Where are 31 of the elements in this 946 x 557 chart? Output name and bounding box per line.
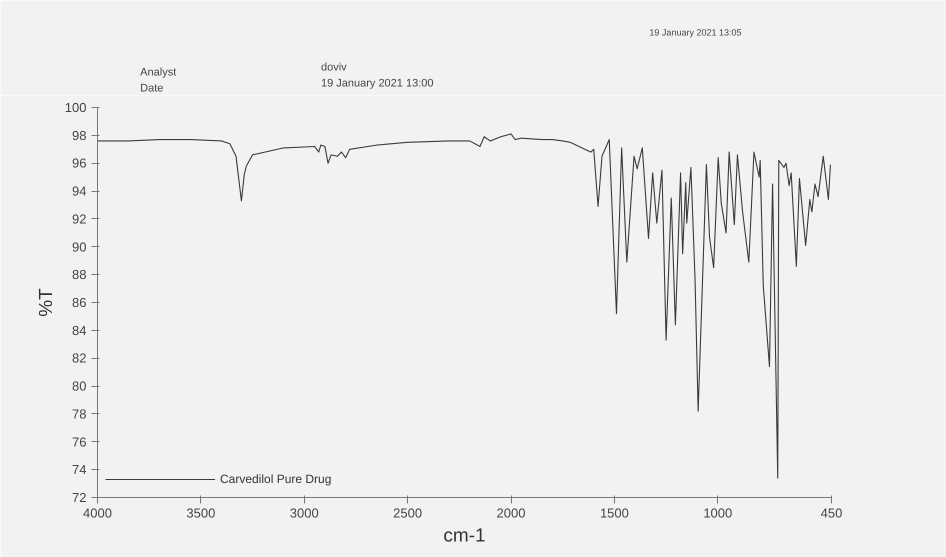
x-tick-label: 450 (820, 506, 842, 520)
x-tick-label: 4000 (83, 506, 112, 520)
text: Analyst (140, 66, 176, 78)
y-tick-label: 76 (72, 434, 87, 450)
text: 19 January 2021 13:05 (649, 28, 742, 38)
x-tick-label: 3500 (186, 506, 216, 520)
x-tick-label: 2000 (496, 506, 526, 520)
y-tick-label: 80 (72, 378, 87, 394)
y-tick-label: 100 (64, 100, 87, 115)
x-tick-label: 3000 (290, 506, 319, 520)
y-tick-label: 96 (72, 156, 87, 171)
y-tick-label: 86 (72, 295, 87, 310)
y-tick-label: 88 (72, 267, 87, 282)
y-tick-label: 94 (72, 184, 87, 199)
y-tick-label: 92 (72, 211, 87, 226)
y-tick-label: 72 (72, 490, 87, 505)
y-axis-title: %T (36, 288, 57, 317)
y-tick-label: 84 (72, 322, 87, 338)
y-tick-label: 82 (72, 350, 87, 366)
text: doviv (320, 62, 348, 74)
text: Date (140, 82, 164, 94)
y-tick-label: 98 (72, 128, 87, 143)
x-axis-title: cm-1 (443, 526, 486, 546)
y-tick-label: 74 (72, 462, 87, 478)
x-tick-label: 2500 (393, 506, 422, 520)
text: Carvedilol Pure Drug (220, 472, 332, 486)
y-tick-label: 90 (72, 239, 87, 254)
x-tick-label: 1500 (600, 506, 629, 520)
x-tick-label: 1000 (703, 506, 732, 520)
text: 19 January 2021 13:00 (320, 78, 434, 90)
y-tick-label: 78 (72, 406, 87, 422)
